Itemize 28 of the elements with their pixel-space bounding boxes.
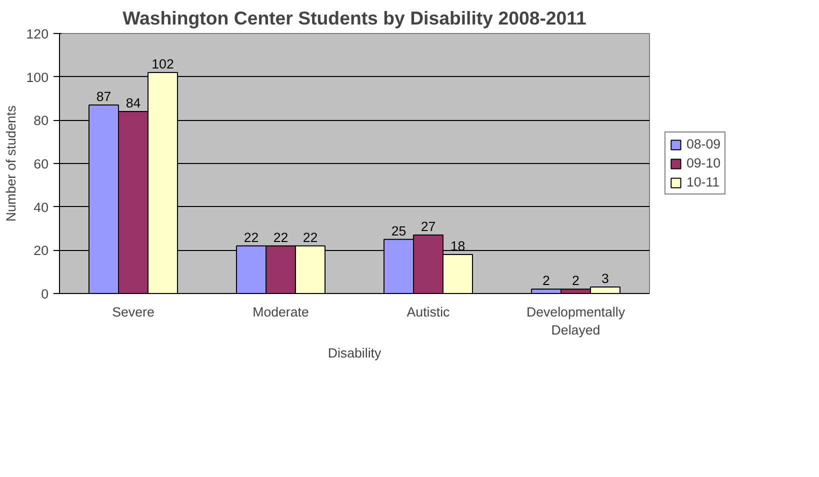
data-label: 2 xyxy=(542,273,550,288)
data-label: 25 xyxy=(391,223,406,238)
legend-label: 10-11 xyxy=(686,174,720,190)
y-tick-label: 20 xyxy=(34,243,49,258)
x-axis-title: Disability xyxy=(328,346,382,360)
x-tick-label: Moderate xyxy=(252,304,309,320)
x-tick-label: Autistic xyxy=(406,304,450,320)
legend-label: 08-09 xyxy=(686,136,721,152)
y-axis-title: Number of students xyxy=(3,105,18,222)
x-tick-label: Severe xyxy=(112,304,154,320)
data-label: 22 xyxy=(273,230,288,245)
data-label: 22 xyxy=(302,230,318,245)
y-tick-label: 60 xyxy=(34,156,49,172)
x-tick-label: Developmentally Delayed xyxy=(526,304,626,338)
chart-title: Washington Center Students by Disability 2008-2011 xyxy=(122,8,586,28)
legend-label: 09-10 xyxy=(686,156,721,170)
data-label: 3 xyxy=(602,271,609,286)
y-tick-label: 0 xyxy=(41,286,49,302)
data-label: 84 xyxy=(126,96,142,110)
y-tick-label: 40 xyxy=(34,200,49,215)
data-label: 2 xyxy=(572,273,580,288)
y-tick-label: 80 xyxy=(34,113,49,128)
data-label: 22 xyxy=(244,230,259,245)
y-tick-label: 120 xyxy=(26,26,49,42)
y-tick-label: 100 xyxy=(26,70,49,85)
data-label: 87 xyxy=(96,89,112,104)
data-label: 102 xyxy=(152,56,174,72)
data-label: 27 xyxy=(420,219,436,234)
